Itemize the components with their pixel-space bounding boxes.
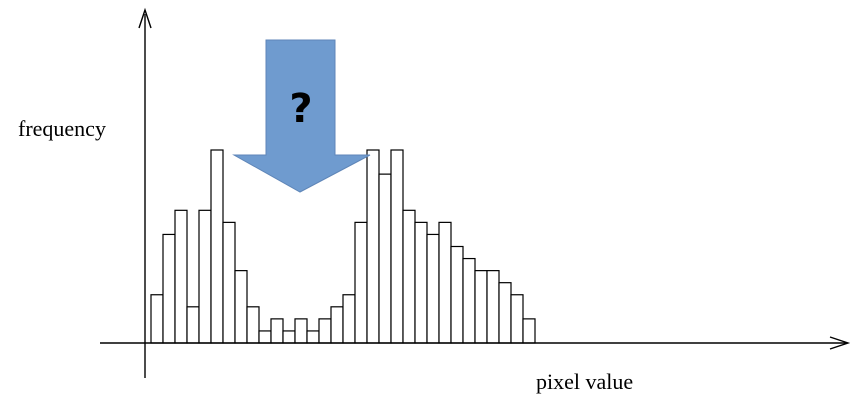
down-arrow-annotation [232,39,371,193]
histogram-bar [522,318,536,344]
question-mark-label: ? [289,86,312,132]
histogram-bar [294,318,308,344]
histogram-bar [150,294,164,344]
histogram-bar [234,270,248,344]
histogram-bar [186,306,200,344]
histogram-bar [486,270,500,344]
histogram-bar [282,330,296,344]
histogram-bar [174,209,188,344]
histogram-bar [342,294,356,344]
histogram-bar [270,318,284,344]
histogram-bar [354,221,368,344]
histogram-bar [162,233,176,344]
histogram-bar [378,173,392,344]
histogram-bar [198,209,212,344]
x-axis-arrowhead [829,336,851,350]
histogram-bar [498,282,512,344]
histogram-bars [150,149,536,344]
histogram-bar [510,294,524,344]
histogram-bar [366,149,380,344]
histogram-bar [450,245,464,344]
histogram-bar [438,221,452,344]
histogram-bar [306,330,320,344]
histogram-bar [222,221,236,344]
histogram-bar [318,318,332,344]
histogram-bar [246,306,260,344]
histogram-bar [474,270,488,344]
x-axis-label: pixel value [536,369,633,394]
y-axis-arrowhead [138,7,152,29]
histogram-bar [462,257,476,344]
histogram-bar [210,149,224,344]
histogram-bar [258,330,272,344]
y-axis-label: frequency [18,116,106,141]
histogram-bar [402,209,416,344]
histogram-bar [390,149,404,344]
histogram-bar [426,233,440,344]
histogram-bar [330,306,344,344]
histogram-bar [414,221,428,344]
